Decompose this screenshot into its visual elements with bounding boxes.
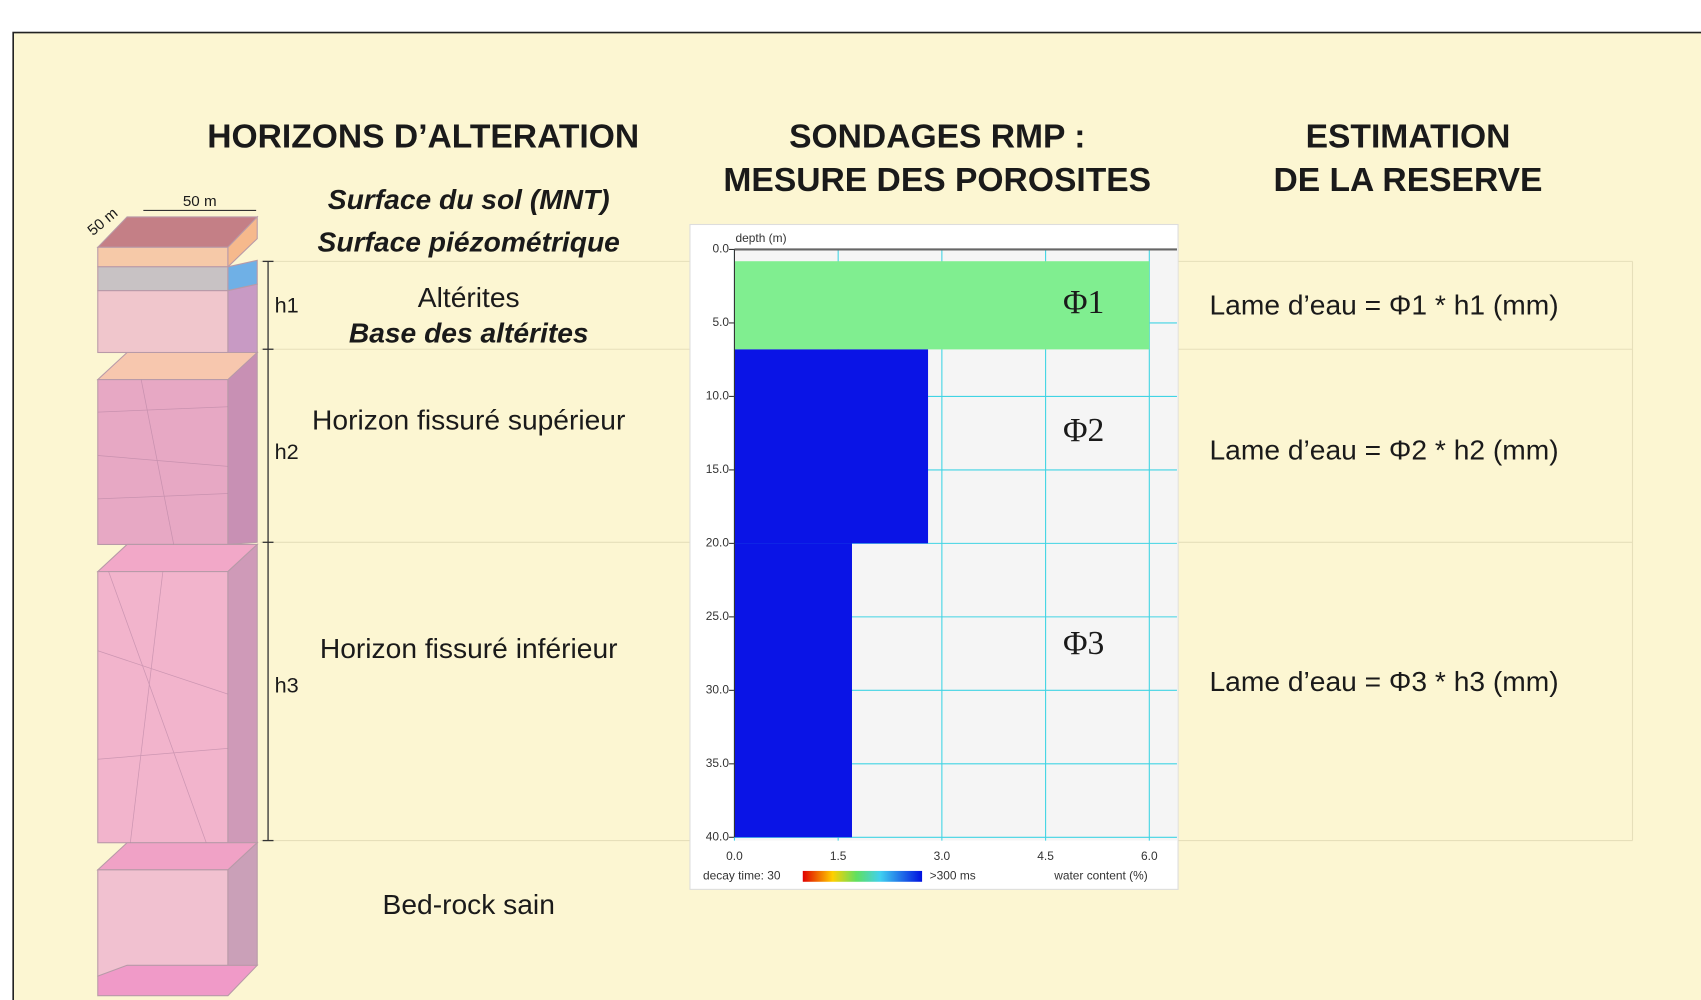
horizon-label: Bed-rock sain: [383, 888, 555, 920]
horizon-label: Horizon fissuré supérieur: [312, 403, 625, 435]
height-label: h2: [275, 439, 299, 464]
title: ESTIMATION: [1306, 119, 1511, 156]
x-tick-label: 6.0: [1141, 849, 1158, 863]
horizon-label: Surface piézométrique: [318, 225, 620, 257]
height-label: h3: [275, 672, 299, 697]
x-tick-label: 1.5: [830, 849, 847, 863]
estimate: Lame d’eau = Φ1 * h1 (mm): [1210, 288, 1559, 320]
layer-label: Φ2: [1063, 412, 1104, 449]
y-tick-label: 15.0: [706, 462, 730, 476]
colorbar-label: decay time: 30: [703, 869, 781, 883]
y-tick-label: 20.0: [706, 536, 730, 550]
layer-label: Φ3: [1063, 625, 1104, 662]
x-tick-label: 4.5: [1037, 849, 1054, 863]
estimate: Lame d’eau = Φ2 * h2 (mm): [1210, 434, 1559, 466]
y-axis-label: depth (m): [736, 231, 787, 245]
x-axis-label: water content (%): [1053, 869, 1147, 883]
horizon-label: Surface du sol (MNT): [328, 183, 610, 215]
height-label: h1: [275, 293, 299, 318]
horizon-label: Altérites: [418, 281, 520, 313]
estimate: Lame d’eau = Φ3 * h3 (mm): [1210, 665, 1559, 697]
y-tick-label: 30.0: [706, 683, 730, 697]
layer-bar: [734, 543, 852, 837]
width-label: 50 m: [183, 193, 217, 210]
soil-column: [98, 217, 257, 996]
colorbar-label: >300 ms: [930, 869, 976, 883]
y-tick-label: 40.0: [706, 829, 730, 843]
title: DE LA RESERVE: [1274, 162, 1543, 199]
y-tick-label: 10.0: [706, 389, 730, 403]
title: SONDAGES RMP :: [789, 119, 1085, 156]
diagram: 50 m 50 m h1 h2 h3 HORIZONS D’ALTERATION…: [0, 0, 1701, 1000]
y-tick-label: 35.0: [706, 756, 730, 770]
y-tick-label: 25.0: [706, 609, 730, 623]
title: HORIZONS D’ALTERATION: [207, 119, 639, 156]
title: MESURE DES POROSITES: [723, 162, 1151, 199]
horizon-label: Horizon fissuré inférieur: [320, 632, 618, 664]
colorbar: [803, 871, 922, 882]
x-tick-label: 3.0: [934, 849, 951, 863]
horizon-label: Base des altérites: [349, 317, 589, 349]
y-tick-label: 0.0: [712, 242, 729, 256]
layer-bar: [734, 349, 928, 543]
x-tick-label: 0.0: [726, 849, 743, 863]
layer-label: Φ1: [1063, 284, 1104, 321]
y-tick-label: 5.0: [712, 315, 729, 329]
